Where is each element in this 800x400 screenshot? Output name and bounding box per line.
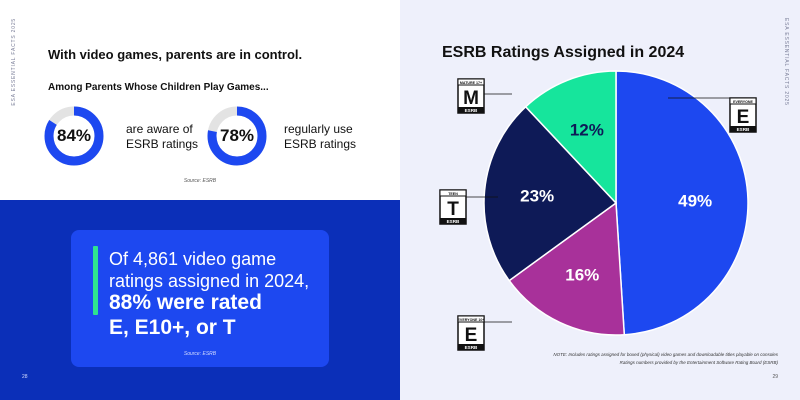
svg-text:M: M (463, 88, 479, 109)
svg-text:ESRB: ESRB (737, 127, 750, 132)
donut-fill (44, 106, 104, 166)
pie-label: 16% (565, 266, 599, 285)
callout-line1: Of 4,861 video game (109, 249, 277, 269)
page-number-left: 28 (22, 374, 28, 380)
vertical-label-right: ESA ESSENTIAL FACTS 2025 (783, 18, 789, 106)
left-page: ESA ESSENTIAL FACTS 2025 With video game… (0, 18, 400, 400)
chart-note: NOTE: Includes ratings assigned for boxe… (478, 351, 778, 367)
source-top: Source: ESRB (183, 178, 217, 184)
callout-line2: ratings assigned in 2024, (109, 271, 310, 291)
awareness-percent: 84% (56, 126, 92, 145)
svg-text:EVERYONE 10+: EVERYONE 10+ (458, 318, 485, 322)
usage-line1: regularly use (284, 122, 353, 136)
callout-intro: Of 4,861 video game ratings assigned in … (109, 248, 309, 292)
note-line1: NOTE: Includes ratings assigned for boxe… (553, 352, 778, 357)
headline: With video games, parents are in control… (48, 47, 303, 62)
right-page: ESA ESSENTIAL FACTS 2025 ESRB Ratings As… (400, 0, 800, 400)
pie-slice-mature-17- (524, 70, 617, 205)
svg-text:ESRB: ESRB (465, 345, 478, 350)
pie-label: 23% (520, 187, 554, 206)
svg-text:MATURE 17+: MATURE 17+ (460, 81, 482, 85)
callout-highlight: 88% were rated E, E10+, or T (109, 290, 262, 340)
pie-slice-everyone (615, 70, 749, 336)
callout-bold-line2: E, E10+, or T (109, 316, 236, 339)
callout-bold-line1: 88% were rated (109, 291, 262, 314)
source-bottom: Source: ESRB (183, 351, 217, 357)
awareness-line2: ESRB ratings (126, 137, 199, 151)
callout-box: Of 4,861 video game ratings assigned in … (71, 230, 329, 367)
usage-text: regularly use ESRB ratings (284, 122, 356, 152)
pie-slice-everyone-10- (508, 201, 626, 336)
page-number-right: 29 (772, 374, 778, 380)
awareness-donut (44, 106, 104, 166)
usage-line2: ESRB ratings (284, 137, 357, 151)
subhead: Among Parents Whose Children Play Games.… (48, 82, 269, 93)
svg-text:E: E (737, 107, 750, 128)
callout-accent-bar (93, 246, 98, 315)
svg-text:E: E (465, 325, 478, 346)
svg-text:T: T (447, 199, 459, 220)
svg-text:TEEN: TEEN (448, 192, 458, 196)
note-line2: Ratings numbers provided by the Entertai… (619, 360, 778, 365)
svg-text:EVERYONE: EVERYONE (733, 100, 753, 104)
svg-text:ESRB: ESRB (465, 108, 478, 113)
awareness-text: are aware of ESRB ratings (126, 122, 198, 152)
chart-title: ESRB Ratings Assigned in 2024 (442, 44, 685, 61)
vertical-label-left: ESA ESSENTIAL FACTS 2025 (11, 18, 17, 106)
svg-text:ESRB: ESRB (447, 219, 460, 224)
pie-label: 12% (570, 120, 604, 139)
donut-fill (207, 106, 267, 166)
pie-slice-teen (483, 105, 618, 282)
awareness-line1: are aware of (126, 122, 193, 136)
usage-percent: 78% (219, 126, 255, 145)
pie-label: 49% (678, 192, 712, 211)
usage-donut (207, 106, 267, 166)
